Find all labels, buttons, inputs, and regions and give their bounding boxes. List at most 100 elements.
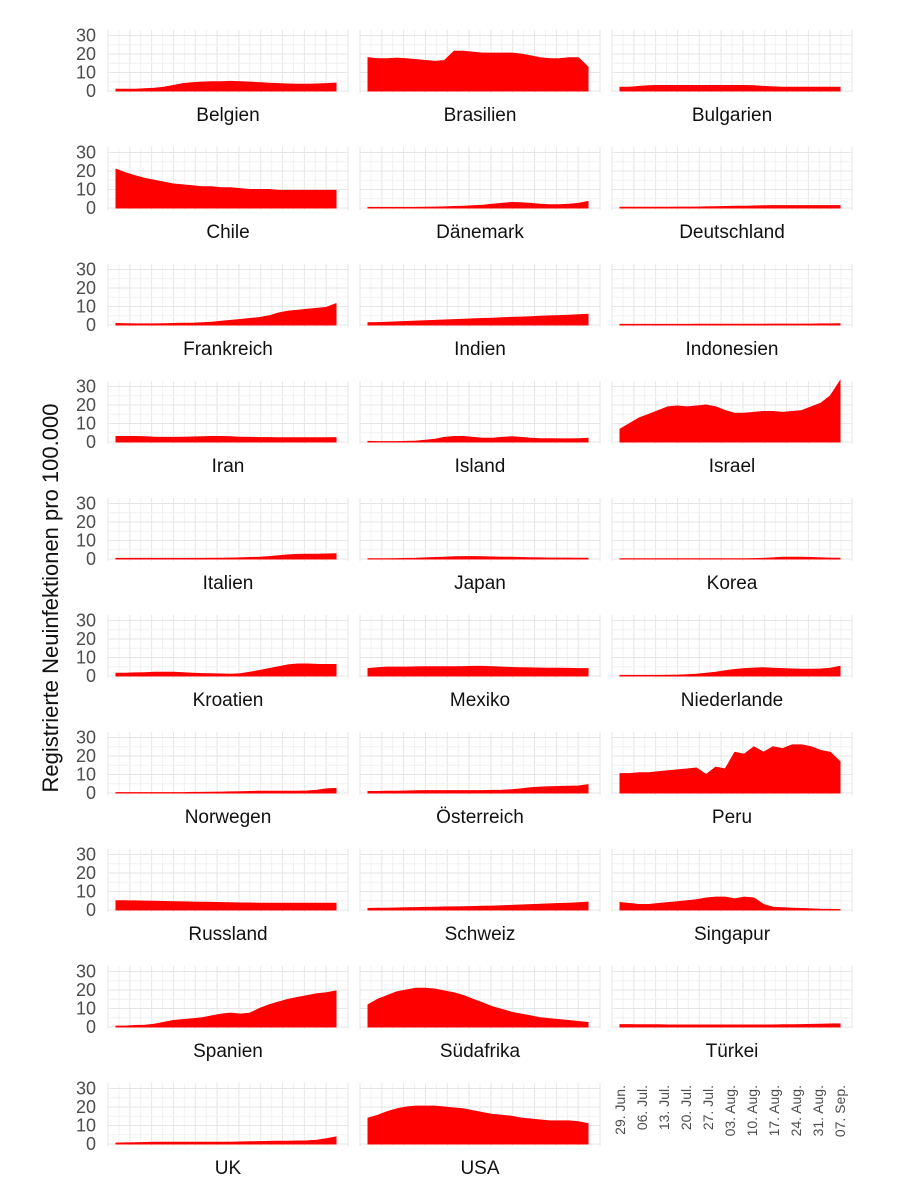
panel-label: Italien: [203, 573, 254, 594]
panel-label: Mexiko: [450, 690, 510, 711]
panel-label: Israel: [709, 456, 755, 477]
y-tick-label: 0: [86, 666, 96, 686]
panel-8: Indonesien: [611, 264, 853, 360]
panel-17: Niederlande: [611, 615, 853, 711]
panel-label: USA: [460, 1158, 499, 1179]
y-tick-label: 10: [76, 999, 96, 1019]
area-series: [619, 323, 841, 326]
panel-label: Bulgarien: [692, 105, 772, 126]
area-series: [619, 665, 841, 677]
panel-5: Deutschland: [611, 147, 853, 243]
panel-label: Dänemark: [436, 222, 524, 243]
area-series: [619, 85, 841, 92]
panel-label: Indien: [454, 339, 506, 360]
y-axis-label: Registrierte Neuinfektionen pro 100.000: [38, 404, 63, 793]
x-tick-label: 07. Sep.: [832, 1085, 848, 1137]
panel-label: Kroatien: [193, 690, 264, 711]
panel-label: Brasilien: [444, 105, 517, 126]
y-tick-label: 30: [76, 611, 96, 631]
y-tick-label: 20: [76, 863, 96, 883]
y-tick-label: 30: [76, 1079, 96, 1099]
panel-label: UK: [215, 1158, 242, 1179]
y-tick-label: 0: [86, 549, 96, 569]
area-series: [115, 1136, 337, 1145]
y-tick-label: 10: [76, 180, 96, 200]
y-tick-label: 10: [76, 1116, 96, 1136]
area-series: [619, 744, 841, 794]
area-series: [367, 784, 589, 794]
panel-label: Chile: [206, 222, 249, 243]
area-series: [115, 663, 337, 677]
x-tick-label: 24. Aug.: [788, 1085, 804, 1136]
panel-1: Brasilien: [359, 30, 601, 126]
panel-25: Südafrika: [359, 966, 601, 1062]
area-series: [115, 80, 337, 92]
panel-label: Singapur: [694, 924, 771, 945]
y-tick-label: 20: [76, 1097, 96, 1117]
y-tick-label: 30: [76, 494, 96, 514]
area-series: [367, 665, 589, 677]
panel-23: Singapur: [611, 849, 853, 945]
y-tick-label: 20: [76, 395, 96, 415]
panel-7: Indien: [359, 264, 601, 360]
y-tick-label: 10: [76, 531, 96, 551]
panel-label: Österreich: [436, 807, 524, 828]
x-axis-ticks: 29. Jun. 06. Jul. 13. Jul. 20. Jul. 27. Jul.…: [612, 1085, 848, 1137]
area-series: [619, 556, 841, 560]
area-series: [619, 1023, 841, 1028]
panel-13: Japan: [359, 498, 601, 594]
panel-label: Norwegen: [185, 807, 272, 828]
y-tick-label: 30: [76, 143, 96, 163]
panel-label: Frankreich: [183, 339, 273, 360]
area-series: [115, 900, 337, 911]
panel-4: Dänemark: [359, 147, 601, 243]
area-series: [619, 205, 841, 209]
y-tick-label: 0: [86, 1017, 96, 1037]
x-tick-label: 31. Aug.: [810, 1085, 826, 1136]
panel-26: Türkei: [611, 966, 853, 1062]
x-tick-label: 03. Aug.: [722, 1085, 738, 1136]
area-series: [115, 553, 337, 560]
area-series: [367, 987, 589, 1028]
y-tick-label: 30: [76, 962, 96, 982]
y-tick-label: 10: [76, 414, 96, 434]
panel-10: Island: [359, 381, 601, 477]
x-tick-label: 20. Jul.: [678, 1085, 694, 1130]
y-tick-label: 30: [76, 728, 96, 748]
area-series: [619, 896, 841, 911]
area-series: [115, 168, 337, 209]
y-tick-label: 0: [86, 315, 96, 335]
area-series: [367, 200, 589, 209]
y-tick-label: 0: [86, 900, 96, 920]
panel-label: Türkei: [706, 1041, 759, 1062]
area-series: [367, 1105, 589, 1145]
x-tick-label: 10. Aug.: [744, 1085, 760, 1136]
panel-19: Österreich: [359, 732, 601, 828]
y-tick-label: 20: [76, 44, 96, 64]
panel-label: Russland: [188, 924, 267, 945]
panel-label: Belgien: [196, 105, 259, 126]
x-tick-label: 17. Aug.: [766, 1085, 782, 1136]
y-tick-label: 10: [76, 765, 96, 785]
y-tick-label: 10: [76, 63, 96, 83]
y-tick-label: 30: [76, 845, 96, 865]
panel-2: Bulgarien: [611, 30, 853, 126]
panel-label: Japan: [454, 573, 506, 594]
panel-label: Indonesien: [686, 339, 779, 360]
area-series: [619, 379, 841, 443]
y-tick-label: 30: [76, 260, 96, 280]
x-tick-label: 29. Jun.: [612, 1085, 628, 1135]
x-tick-label: 13. Jul.: [656, 1085, 672, 1130]
